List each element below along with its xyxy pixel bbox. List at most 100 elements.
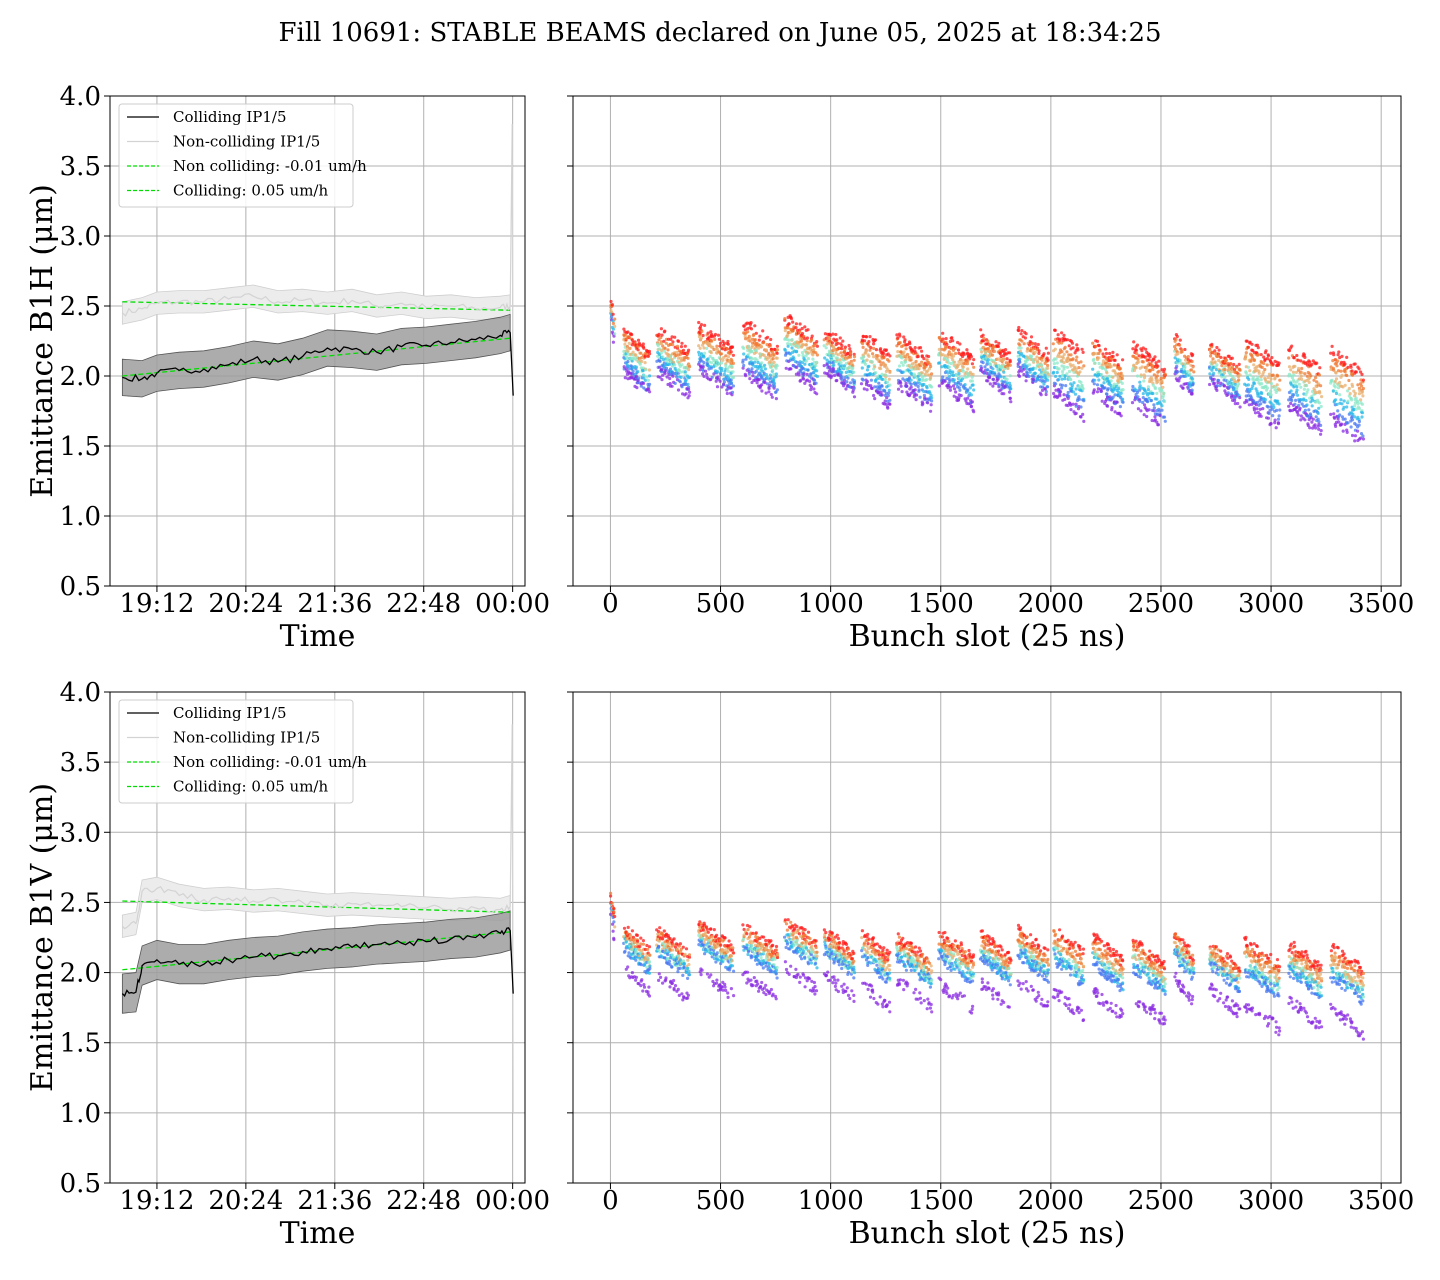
bunch-point (732, 969, 736, 973)
bunch-point (888, 370, 892, 375)
bunch-point (1273, 418, 1277, 422)
bunch-point (1252, 381, 1256, 386)
bunch-point (1008, 390, 1012, 394)
bunch-point (1244, 354, 1248, 358)
bunch-point (1006, 366, 1010, 370)
bunch-point (1140, 365, 1144, 369)
bunch-point (636, 376, 641, 380)
bunch-point (1075, 343, 1079, 347)
bunch-point (726, 991, 730, 995)
bunch-point (1230, 356, 1234, 360)
bunch-point (1316, 411, 1320, 415)
bunch-point (1190, 392, 1194, 396)
bunch-point (1147, 408, 1151, 412)
b1v-legend: Colliding IP1/5 Non-colliding IP1/5 Non … (118, 699, 367, 804)
bunch-point (1319, 404, 1323, 409)
bunch-point (1121, 397, 1125, 401)
bunch-point (746, 367, 751, 371)
bunch-point (623, 342, 627, 346)
bunch-point (791, 320, 795, 324)
bunch-point (1295, 353, 1299, 358)
bunch-point (1098, 349, 1102, 353)
bunch-point (1067, 394, 1071, 398)
bunch-point (783, 317, 787, 321)
bunch-point (954, 351, 958, 356)
bunch-point (953, 360, 957, 364)
bunch-point (1146, 385, 1150, 389)
bunch-point (1333, 385, 1337, 389)
bunch-point (1303, 408, 1307, 412)
bunch-point (1334, 377, 1339, 381)
bunch-point (1261, 407, 1265, 411)
bunch-point (970, 400, 975, 404)
bunch-point (941, 331, 945, 335)
bunch-point (687, 973, 692, 977)
bunch-point (801, 343, 806, 347)
bunch-point (742, 324, 746, 328)
bunch-point (730, 959, 734, 963)
bunch-point (716, 333, 721, 337)
bunch-point (648, 953, 652, 957)
bunch-point (1277, 414, 1281, 418)
bunch-point (702, 361, 706, 365)
bunch-point (895, 333, 899, 337)
bunch-point (1340, 354, 1344, 358)
bunch-point (726, 355, 731, 359)
bunch-point (1297, 366, 1301, 371)
bunch-point (884, 402, 889, 406)
bunch-point (1156, 364, 1160, 368)
bunch-point (1289, 368, 1293, 372)
bunch-point (1309, 374, 1313, 378)
bunch-point (1278, 388, 1282, 392)
bunch-point (783, 329, 787, 333)
bunch-point (623, 949, 627, 953)
bunch-point (1332, 412, 1336, 416)
legend-colliding: Colliding IP1/5 (173, 704, 287, 722)
bunch-point (774, 972, 778, 976)
bunch-point (1065, 365, 1069, 369)
bunch-point (676, 339, 681, 343)
bunch-point (755, 381, 759, 385)
bunch-point (663, 346, 667, 350)
bunch-point (835, 378, 839, 383)
bunch-point (647, 960, 652, 964)
bunch-point (970, 362, 975, 366)
bunch-point (1256, 346, 1260, 350)
bunch-point (719, 372, 723, 376)
bunch-point (755, 358, 759, 362)
bunch-point (661, 937, 665, 941)
bunch-point (1054, 382, 1058, 386)
bunch-point (762, 935, 766, 939)
bunch-point (762, 353, 766, 357)
bunch-point (1152, 403, 1156, 407)
bunch-point (972, 388, 976, 392)
bunch-point (630, 971, 635, 975)
bunch-point (1269, 377, 1273, 381)
bunch-point (764, 391, 768, 395)
y-tick-label: 3.5 (60, 152, 101, 182)
non-colliding-line (122, 123, 514, 517)
bunch-point (750, 954, 754, 959)
bunch-point (1299, 374, 1303, 378)
bunch-point (1338, 413, 1342, 417)
b1h-bunch-panel: 0 500 1000 1500 2000 2500 3000 3500 Bunch slot … (567, 95, 1414, 654)
bunch-point (972, 410, 976, 414)
bunch-point (1350, 433, 1355, 438)
bunch-point (730, 345, 735, 349)
bunch-point (1046, 363, 1050, 368)
bunch-point (1017, 325, 1021, 330)
bunch-point (1111, 350, 1115, 354)
b1v-ylabel: Emittance B1V (μm) (25, 783, 60, 1092)
bunch-point (844, 370, 848, 374)
bunch-point (1314, 376, 1318, 380)
bunch-point (657, 972, 661, 976)
bunch-point (787, 972, 791, 977)
bunch-point (1302, 387, 1306, 391)
bunch-point (1069, 353, 1073, 357)
bunch-point (902, 335, 906, 339)
bunch-point (1142, 403, 1147, 407)
bunch-point (1245, 339, 1249, 343)
bunch-point (1058, 390, 1063, 394)
bunch-point (1354, 370, 1358, 374)
bunch-point (1349, 365, 1353, 369)
